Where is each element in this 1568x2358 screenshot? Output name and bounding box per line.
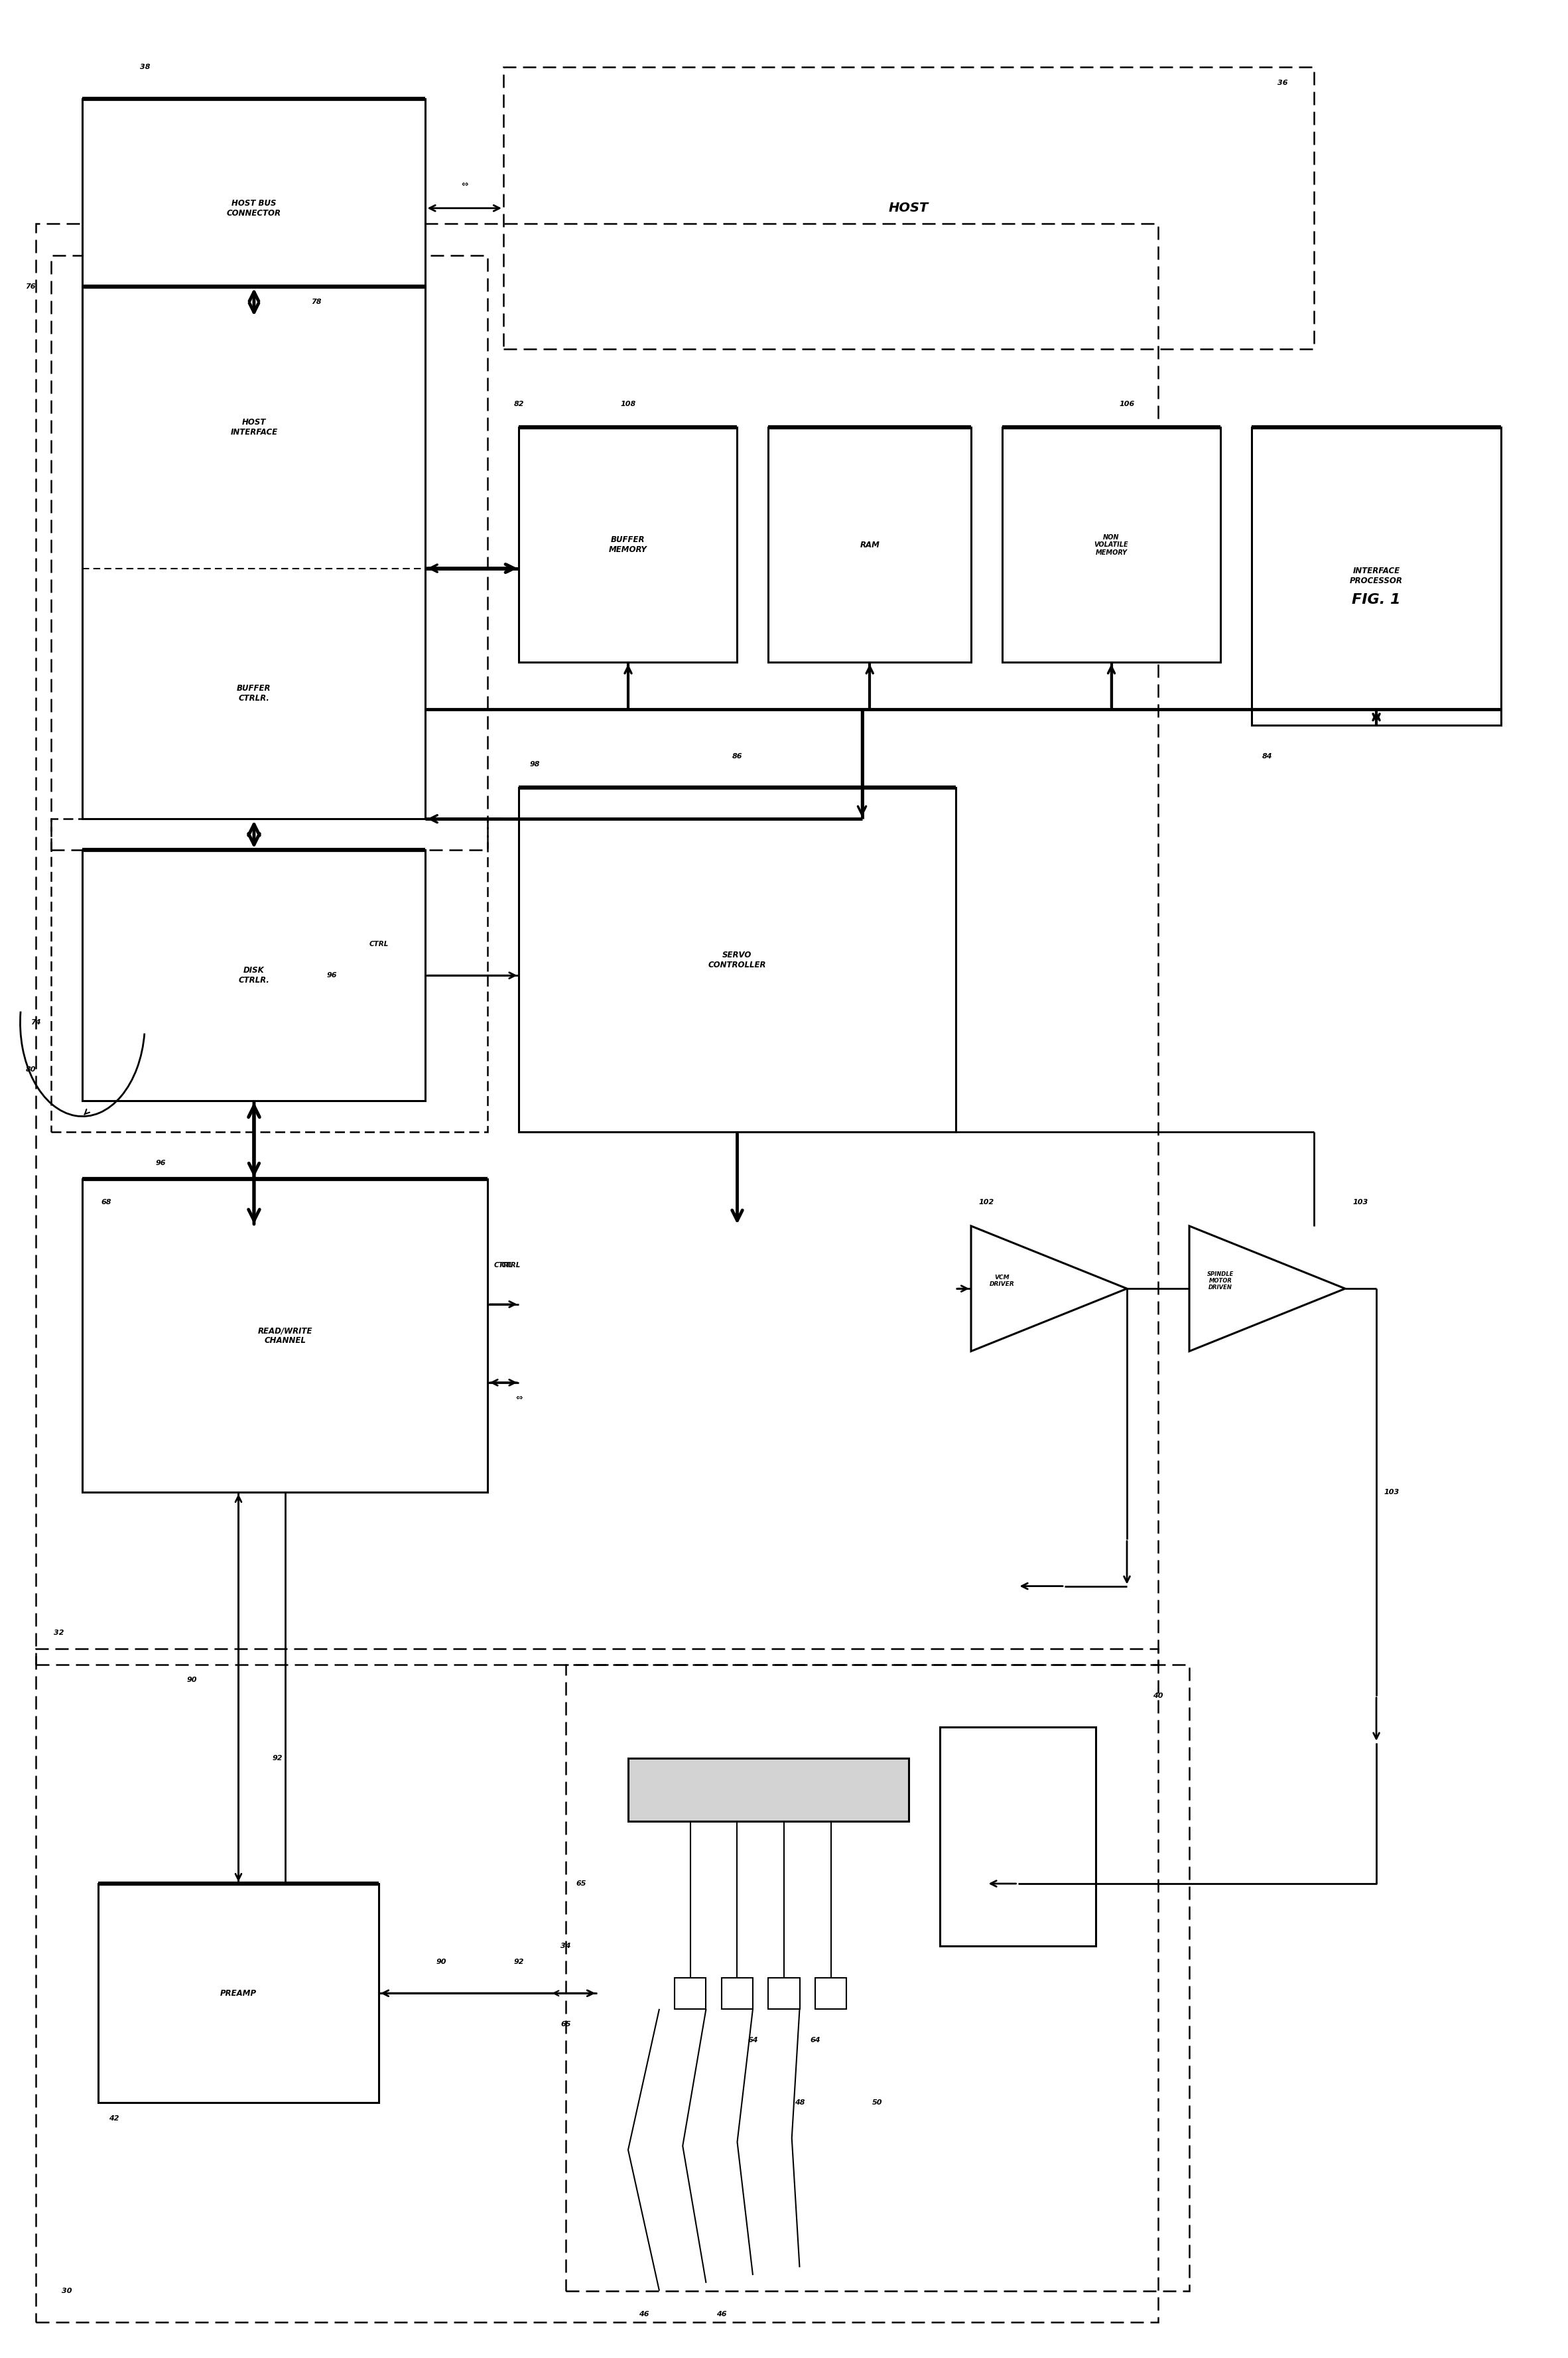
Bar	[83, 1179, 488, 1493]
Text: CTRL: CTRL	[494, 1262, 513, 1269]
Bar	[83, 99, 425, 318]
Text: 92: 92	[273, 1754, 282, 1761]
Text: 42: 42	[108, 2115, 119, 2122]
Text: ⇔: ⇔	[516, 1394, 522, 1403]
Text: 32: 32	[53, 1629, 64, 1636]
Text: HOST: HOST	[889, 203, 928, 215]
Text: 76: 76	[25, 283, 36, 290]
Text: 78: 78	[310, 299, 321, 307]
Bar	[519, 788, 955, 1132]
Text: 96: 96	[326, 971, 337, 979]
Bar	[83, 285, 425, 818]
Text: NON
VOLATILE
MEMORY: NON VOLATILE MEMORY	[1094, 533, 1129, 556]
Text: 80: 80	[25, 1066, 36, 1073]
Text: FIG. 1: FIG. 1	[1352, 592, 1400, 606]
Bar	[519, 427, 737, 663]
Text: HOST BUS
CONNECTOR: HOST BUS CONNECTOR	[227, 198, 281, 217]
Bar	[36, 1648, 1159, 2323]
Text: CTRL: CTRL	[502, 1262, 521, 1269]
Text: READ/WRITE
CHANNEL: READ/WRITE CHANNEL	[257, 1325, 312, 1344]
Text: HOST
INTERFACE: HOST INTERFACE	[230, 417, 278, 436]
Text: BUFFER
MEMORY: BUFFER MEMORY	[608, 535, 648, 554]
Text: 50: 50	[872, 2099, 883, 2106]
Text: PREAMP: PREAMP	[220, 1988, 257, 1997]
Text: 106: 106	[1120, 401, 1135, 408]
Text: VCM
DRIVER: VCM DRIVER	[989, 1273, 1014, 1287]
Bar	[503, 68, 1314, 349]
Bar	[939, 1726, 1096, 1945]
Text: 92: 92	[514, 1959, 524, 1964]
Bar	[1002, 427, 1220, 663]
Text: ⇔: ⇔	[461, 179, 467, 189]
Text: 98: 98	[530, 762, 539, 766]
Polygon shape	[1189, 1226, 1345, 1351]
Text: INTERFACE
PROCESSOR: INTERFACE PROCESSOR	[1350, 566, 1403, 585]
Text: 34: 34	[561, 1943, 571, 1950]
Text: 65: 65	[561, 2021, 571, 2028]
Text: 64: 64	[811, 2037, 820, 2044]
Text: 108: 108	[621, 401, 637, 408]
Bar	[815, 1978, 847, 2009]
Bar	[36, 224, 1159, 1665]
Bar	[629, 1759, 909, 1820]
Bar	[52, 255, 488, 851]
Text: SERVO
CONTROLLER: SERVO CONTROLLER	[709, 950, 767, 969]
Bar	[566, 1665, 1189, 2290]
Text: 86: 86	[732, 752, 742, 759]
Text: 82: 82	[514, 401, 524, 408]
Bar	[768, 427, 971, 663]
Text: 103: 103	[1353, 1200, 1369, 1205]
Text: 74: 74	[31, 1019, 41, 1026]
Bar	[768, 1978, 800, 2009]
Text: 36: 36	[1278, 80, 1287, 87]
Polygon shape	[971, 1226, 1127, 1351]
Text: SPINDLE
MOTOR
DRIVEN: SPINDLE MOTOR DRIVEN	[1207, 1271, 1234, 1290]
Text: 68: 68	[100, 1200, 111, 1205]
Bar	[99, 1884, 379, 2103]
Text: 65: 65	[575, 1879, 586, 1886]
Bar	[674, 1978, 706, 2009]
Text: 90: 90	[436, 1959, 447, 1964]
Text: DISK
CTRLR.: DISK CTRLR.	[238, 967, 270, 986]
Text: 96: 96	[155, 1160, 166, 1167]
Text: 40: 40	[1152, 1693, 1163, 1700]
Text: 64: 64	[748, 2037, 757, 2044]
Text: 90: 90	[187, 1677, 198, 1684]
Bar	[52, 818, 488, 1132]
Text: 103: 103	[1385, 1488, 1400, 1495]
Bar	[1251, 427, 1501, 724]
Text: 46: 46	[717, 2311, 728, 2318]
Text: RAM: RAM	[859, 540, 880, 549]
Text: 102: 102	[978, 1200, 994, 1205]
Text: 84: 84	[1262, 752, 1272, 759]
Text: 30: 30	[61, 2287, 72, 2294]
Text: BUFFER
CTRLR.: BUFFER CTRLR.	[237, 684, 271, 703]
Text: 38: 38	[140, 64, 151, 71]
Text: CTRL: CTRL	[368, 941, 389, 948]
Bar	[83, 851, 425, 1101]
Text: 46: 46	[638, 2311, 649, 2318]
Bar	[721, 1978, 753, 2009]
Text: 48: 48	[795, 2099, 804, 2106]
